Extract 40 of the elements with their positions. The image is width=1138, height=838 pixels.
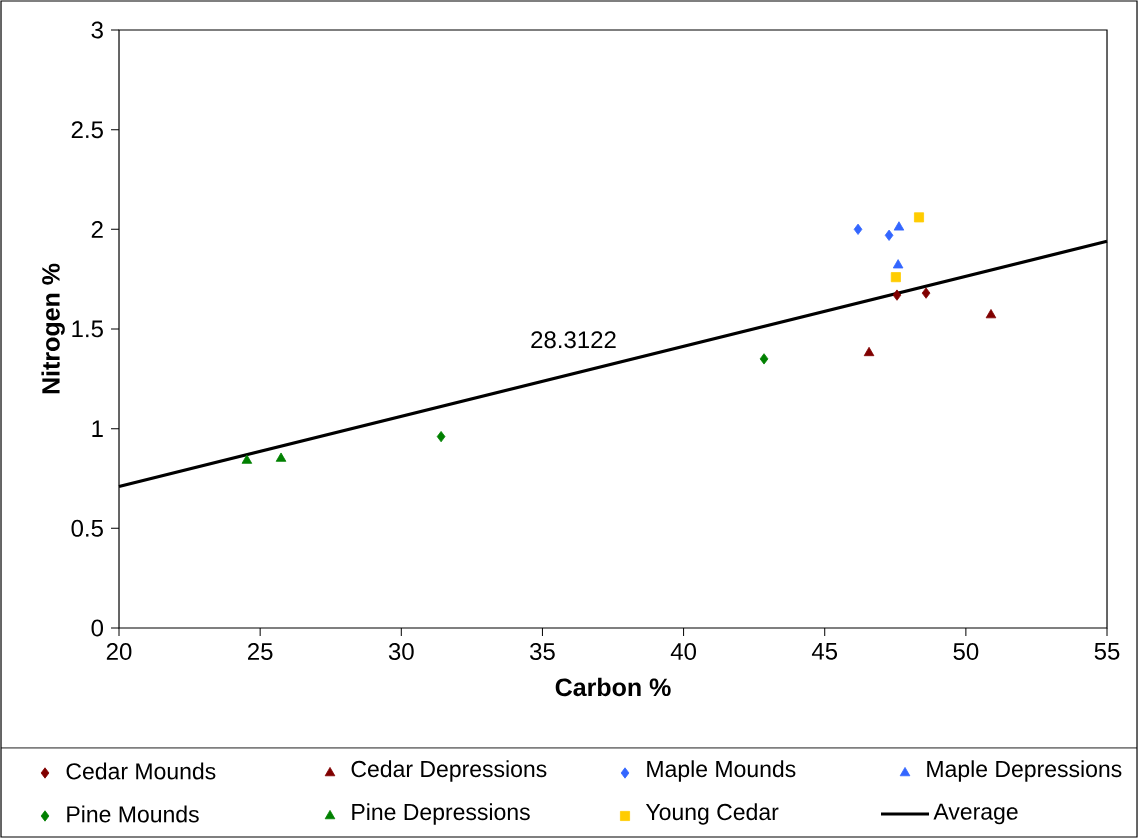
point	[884, 229, 894, 241]
point	[436, 431, 446, 443]
x-tick-label: 40	[670, 643, 696, 661]
x-tick-label: 25	[247, 643, 273, 661]
x-tick-label: 35	[530, 643, 555, 661]
point	[890, 272, 901, 283]
point	[892, 289, 902, 301]
y-axis-title: Nitrogen %	[41, 263, 65, 394]
point	[893, 221, 905, 231]
y-tick-label: 2.5	[71, 121, 103, 139]
legend-label: Cedar Depressions	[351, 760, 547, 782]
legend-label: Pine Mounds	[67, 805, 199, 823]
y-tick-label: 3	[91, 21, 103, 39]
point	[853, 223, 863, 235]
y-tick-label: 2	[91, 220, 103, 238]
annotation: 28.3122	[531, 331, 616, 349]
y-tick-label: 1.5	[72, 320, 103, 338]
point	[863, 346, 875, 357]
legend-label: Young Cedar	[645, 803, 779, 825]
legend-label: Pine Depressions	[352, 803, 530, 825]
point	[241, 454, 253, 464]
point	[921, 287, 931, 299]
point	[892, 259, 904, 269]
x-tick-label: 30	[388, 643, 414, 661]
legend-label: Cedar Mounds	[66, 762, 216, 780]
point	[914, 212, 925, 223]
legend-label: Average	[933, 803, 1018, 825]
x-tick-label: 55	[1094, 643, 1120, 660]
point	[759, 353, 769, 365]
y-tick-label: 0	[91, 619, 104, 637]
point	[275, 452, 287, 462]
x-tick-label: 45	[811, 643, 838, 660]
x-tick-label: 20	[106, 643, 132, 661]
x-tick-label: 50	[953, 643, 979, 661]
legend-label: Maple Depressions	[927, 760, 1122, 782]
point	[985, 309, 997, 319]
y-tick-label: 1	[92, 420, 103, 437]
legend-label: Maple Mounds	[647, 760, 796, 782]
y-tick-label: 0.5	[71, 519, 103, 537]
x-axis-title: Carbon %	[555, 677, 671, 697]
